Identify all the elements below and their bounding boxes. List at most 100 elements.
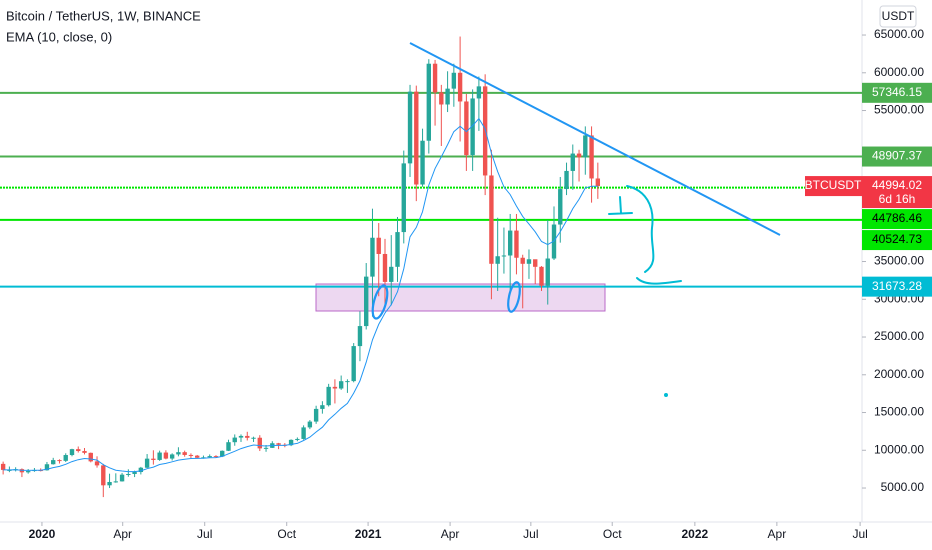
candle-body <box>338 381 344 389</box>
candle-body <box>257 437 262 449</box>
circle-mark <box>371 284 389 320</box>
candle-body <box>188 454 194 456</box>
x-tick-label: 2020 <box>29 527 56 541</box>
candle-body <box>332 386 338 389</box>
candle-body <box>589 135 594 179</box>
candle-body <box>451 72 457 89</box>
arrow-path <box>636 277 682 285</box>
candle-body <box>401 163 406 233</box>
candle-body <box>526 259 532 264</box>
x-tick-label: Jul <box>523 527 538 541</box>
candle-body <box>119 474 125 482</box>
plot <box>0 36 862 498</box>
x-tick-label: Jul <box>852 527 867 541</box>
candle-body <box>439 92 444 105</box>
level-label-box <box>862 82 932 103</box>
candle-body <box>101 465 106 486</box>
candle-body <box>489 175 494 264</box>
candle-body <box>457 72 463 102</box>
candle-body <box>245 435 250 438</box>
x-tick-label: 2022 <box>682 527 709 541</box>
candle-body <box>301 427 306 439</box>
candle-body <box>533 259 538 267</box>
candle-body <box>251 437 256 439</box>
candle-body <box>357 326 363 347</box>
candle-body <box>407 91 413 164</box>
y-tick-label: 15000.00 <box>874 405 924 419</box>
candle-body <box>76 449 81 452</box>
candle-body <box>539 266 544 286</box>
candle-body <box>501 255 507 257</box>
candle-body <box>414 91 419 185</box>
candle-body <box>545 258 550 286</box>
y-tick-label: 10000.00 <box>874 442 924 456</box>
x-tick-label: Apr <box>441 527 460 541</box>
candle-body <box>126 473 131 475</box>
candle-body <box>558 189 563 225</box>
candle-body <box>138 467 144 473</box>
candle-body <box>307 421 313 428</box>
candle-body <box>57 460 62 462</box>
candle-body <box>220 450 225 457</box>
candle-body <box>326 386 331 406</box>
dot <box>664 393 668 397</box>
trend-line <box>409 42 781 236</box>
candle-body <box>395 232 400 267</box>
level-label-box <box>862 146 932 167</box>
candle-body <box>351 346 356 382</box>
candle-body <box>595 178 601 187</box>
y-tick-label: 5000.00 <box>881 480 925 494</box>
candle-body <box>389 266 394 282</box>
x-tick-label: Oct <box>603 527 622 541</box>
candle-body <box>376 237 381 254</box>
candle-body <box>364 276 369 327</box>
candle-body <box>288 439 294 446</box>
candle-body <box>144 458 150 468</box>
candle-body <box>470 98 475 156</box>
candle-body <box>263 447 269 449</box>
candle-body <box>63 455 68 461</box>
price-label-box <box>862 176 932 209</box>
arrow-path <box>626 185 655 273</box>
candle-body <box>564 170 569 190</box>
candle-body <box>94 461 100 466</box>
candle-body <box>82 451 87 453</box>
x-tick-label: Apr <box>768 527 787 541</box>
support-zone <box>315 283 606 312</box>
candle-body <box>295 438 300 440</box>
candle-body <box>107 481 112 486</box>
candle-body <box>207 456 212 458</box>
x-tick-label: 2021 <box>355 527 382 541</box>
candle-body <box>420 140 425 185</box>
price-countdown: 6d 16h <box>879 192 916 206</box>
level-label-box <box>862 209 932 230</box>
candle-body <box>132 472 137 474</box>
candle-body <box>583 135 588 158</box>
candle-body <box>194 455 200 458</box>
candle-body <box>238 435 244 438</box>
y-tick-label: 65000.00 <box>874 27 924 41</box>
price-label: 44994.02 <box>872 178 922 192</box>
indicator-name: EMA (10, close, 0) <box>6 29 112 44</box>
candle-body <box>51 460 56 465</box>
candle-body <box>345 381 350 383</box>
candle-body <box>232 437 237 443</box>
candle-body <box>88 452 93 462</box>
currency-label: USDT <box>882 9 915 23</box>
candle-body <box>69 449 75 456</box>
y-tick-label: 60000.00 <box>874 65 924 79</box>
price-symbol-box <box>805 176 862 197</box>
currency-button[interactable] <box>879 5 917 28</box>
candle-body <box>113 481 119 483</box>
candle-body <box>0 463 6 470</box>
candle-body <box>432 63 438 93</box>
x-tick-label: Apr <box>113 527 132 541</box>
level-label: 31673.28 <box>872 279 922 293</box>
price-symbol: BTCUSDT <box>805 178 862 192</box>
candle-body <box>445 88 450 105</box>
y-tick-label: 55000.00 <box>874 103 924 117</box>
hand-drawing <box>371 281 521 320</box>
candle-body <box>426 63 431 141</box>
level-label: 57346.15 <box>872 85 922 99</box>
candle-body <box>320 405 325 409</box>
